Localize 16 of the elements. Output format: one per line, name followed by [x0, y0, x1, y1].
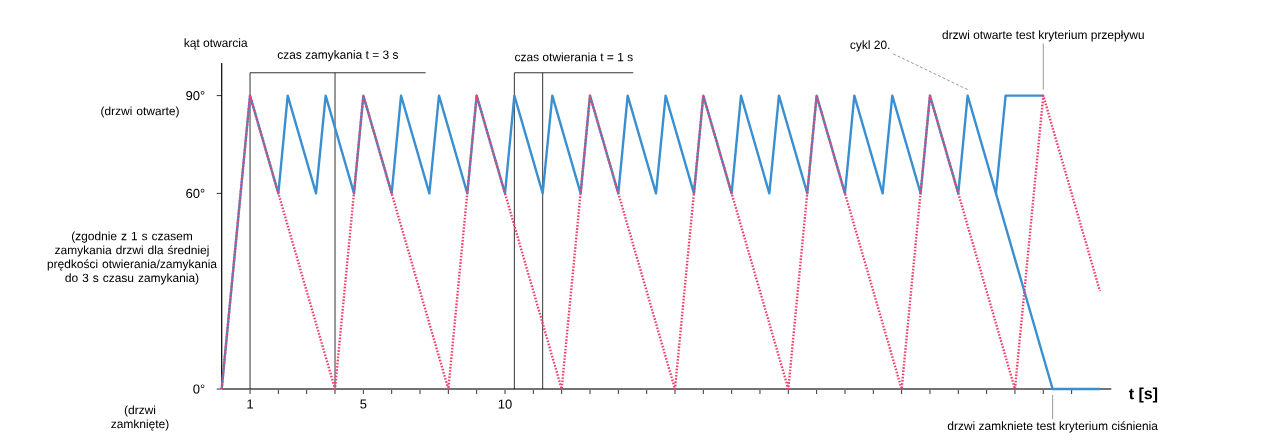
- text: (zgodnie z 1 s czasem zamykania drzwi dla średniej prędkości otwierania/zamykania do 3 s czasu zamykania): [47, 231, 218, 285]
- text: (drzwi otwarte): [101, 106, 179, 118]
- y-tick-label: 60°: [186, 188, 205, 198]
- text: (drzwi zamknięte): [111, 405, 169, 431]
- y-tick-label: 0°: [193, 384, 205, 394]
- y-tick-label: 90°: [186, 91, 205, 101]
- text: czas zamykania t = 3 s: [277, 50, 399, 62]
- annotation: drzwi otwarte test kryterium przepływu: [942, 30, 1144, 42]
- x-axis-title: t [s]: [1128, 387, 1158, 403]
- text: czas otwierania t = 1 s: [515, 52, 633, 62]
- x-tick-label: 10: [498, 399, 512, 409]
- annotation: cykl 20.: [850, 40, 890, 52]
- x-tick-label: 1: [247, 399, 254, 409]
- annotation: drzwi zamkniete test kryterium ciśnienia: [947, 421, 1158, 433]
- x-tick-label: 5: [360, 399, 367, 409]
- y-axis-title: kąt otwarcia: [184, 38, 248, 50]
